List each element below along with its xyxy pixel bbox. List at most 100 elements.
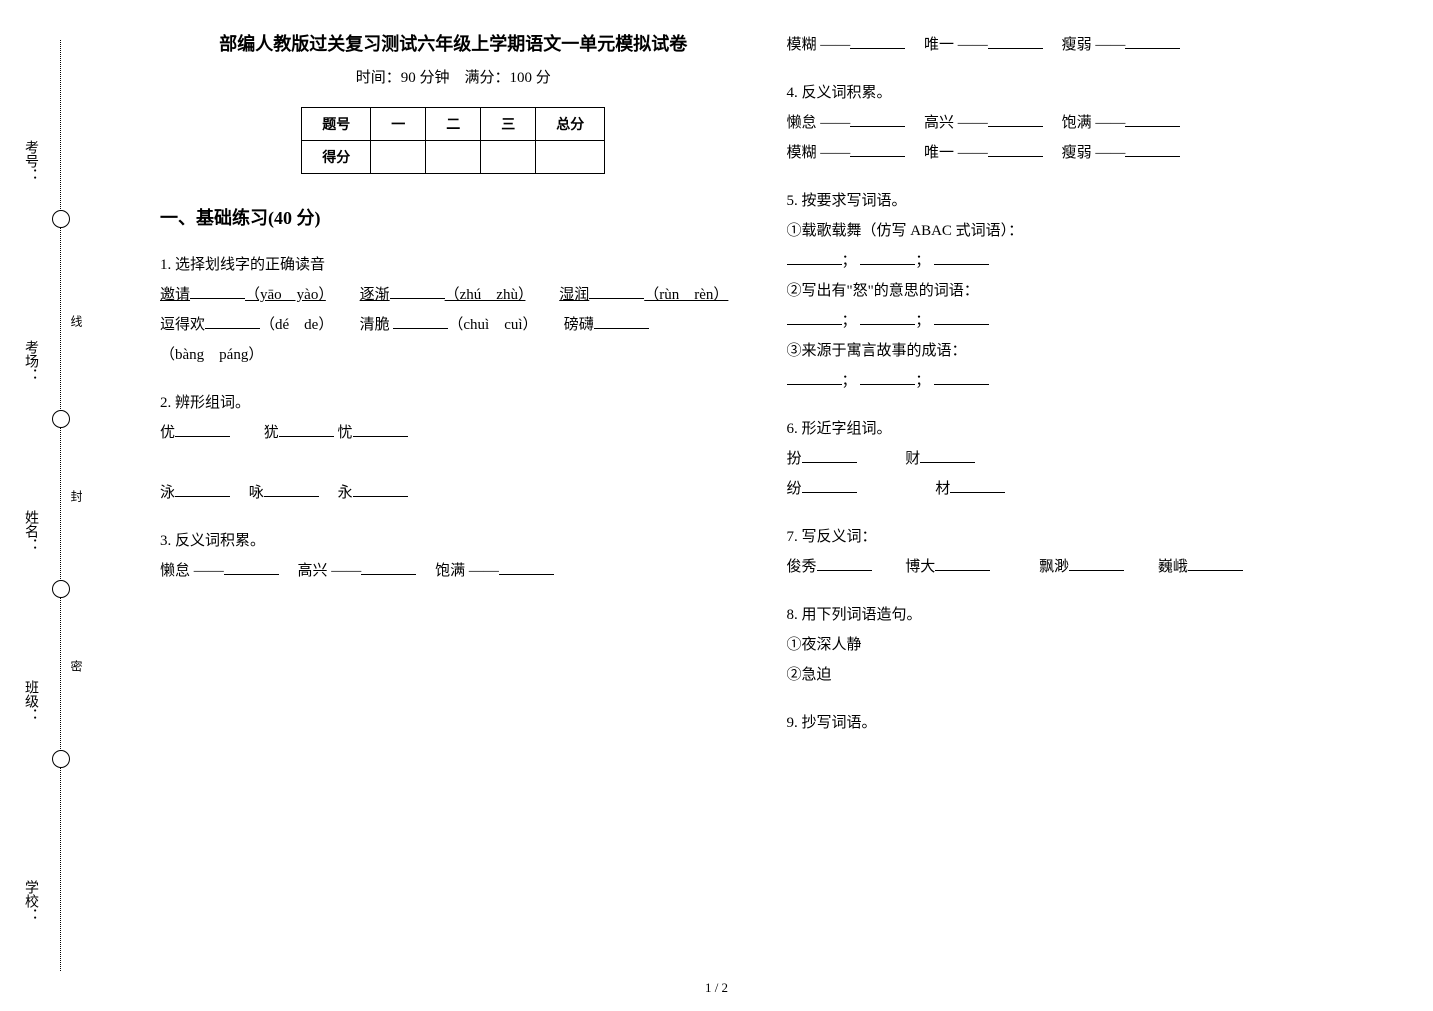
answer-blank bbox=[1125, 141, 1180, 157]
main-title: 部编人教版过关复习测试六年级上学期语文一单元模拟试卷 bbox=[160, 30, 747, 56]
q2: 2. 辨形组词。 优 犹 忧 泳 咏 永 bbox=[160, 388, 747, 508]
q2-char: 忧 bbox=[338, 425, 353, 441]
answer-blank bbox=[1188, 555, 1243, 571]
score-cell bbox=[371, 141, 426, 174]
q7: 7. 写反义词： 俊秀 博大 飘渺 巍峨 bbox=[787, 522, 1374, 582]
q3-title: 3. 反义词积累。 bbox=[160, 526, 747, 556]
binding-circle bbox=[52, 210, 70, 228]
q2-title: 2. 辨形组词。 bbox=[160, 388, 747, 418]
q1-line2: 逗得欢（dé de） 清脆 （chuì cuì） 磅礴（bàng páng） bbox=[160, 310, 747, 370]
binding-label-school: 学校： bbox=[20, 880, 40, 922]
page-container: 考号： 考场： 姓名： 班级： 学校： 线 封 密 部编人教版过关复习测试六年级… bbox=[0, 0, 1433, 1011]
score-table-col: 一 bbox=[371, 108, 426, 141]
score-cell bbox=[481, 141, 536, 174]
q1-pinyin: （chuì cuì） bbox=[448, 317, 530, 333]
q6: 6. 形近字组词。 扮 财 纷 材 bbox=[787, 414, 1374, 504]
q1-word: 清脆 bbox=[360, 317, 390, 333]
answer-blank bbox=[787, 309, 842, 325]
answer-blank bbox=[850, 141, 905, 157]
q3-pair: 模糊 —— bbox=[787, 37, 851, 53]
answer-blank bbox=[279, 421, 334, 437]
q5-title: 5. 按要求写词语。 bbox=[787, 186, 1374, 216]
binding-zone-feng: 封 bbox=[68, 490, 85, 502]
q6-row1: 扮 财 bbox=[787, 444, 1374, 474]
answer-blank bbox=[934, 249, 989, 265]
answer-blank bbox=[175, 481, 230, 497]
q7-word: 俊秀 bbox=[787, 559, 817, 575]
answer-blank bbox=[817, 555, 872, 571]
answer-blank bbox=[499, 559, 554, 575]
binding-zone-mi: 密 bbox=[68, 660, 85, 672]
answer-blank bbox=[935, 555, 990, 571]
answer-blank bbox=[934, 309, 989, 325]
q1-pinyin: （dé de） bbox=[260, 317, 326, 333]
q3-pair: 唯一 —— bbox=[924, 37, 988, 53]
answer-blank bbox=[988, 111, 1043, 127]
q5-sub2: ②写出有"怒"的意思的词语： bbox=[787, 276, 1374, 306]
binding-dotted-line bbox=[60, 40, 61, 971]
answer-blank bbox=[787, 369, 842, 385]
answer-blank bbox=[934, 369, 989, 385]
binding-label-room: 考场： bbox=[20, 340, 40, 382]
score-table-header-label: 题号 bbox=[302, 108, 371, 141]
q5: 5. 按要求写词语。 ①载歌载舞（仿写 ABAC 式词语）： ； ； ②写出有"… bbox=[787, 186, 1374, 396]
answer-blank bbox=[205, 313, 260, 329]
answer-blank bbox=[1069, 555, 1124, 571]
q1-word: 邀请 bbox=[160, 287, 190, 303]
q6-row2: 纷 材 bbox=[787, 474, 1374, 504]
q1-pinyin: （zhú zhù） bbox=[445, 287, 526, 303]
page-footer: 1 / 2 bbox=[705, 980, 728, 996]
answer-blank bbox=[860, 309, 915, 325]
answer-blank bbox=[361, 559, 416, 575]
answer-blank bbox=[802, 447, 857, 463]
q4-pair: 模糊 —— bbox=[787, 145, 851, 161]
binding-label-examno: 考号： bbox=[20, 140, 40, 182]
right-column: 模糊 —— 唯一 —— 瘦弱 —— 4. 反义词积累。 懒怠 —— 高兴 —— … bbox=[767, 30, 1394, 981]
answer-blank bbox=[950, 477, 1005, 493]
q4-pair: 瘦弱 —— bbox=[1062, 145, 1126, 161]
q6-char: 纷 bbox=[787, 481, 802, 497]
q1-word: 磅礴 bbox=[564, 317, 594, 333]
answer-blank bbox=[353, 421, 408, 437]
answer-blank bbox=[390, 283, 445, 299]
answer-blank bbox=[802, 477, 857, 493]
binding-circle bbox=[52, 410, 70, 428]
binding-margin: 考号： 考场： 姓名： 班级： 学校： 线 封 密 bbox=[0, 0, 120, 1011]
q4-pair: 饱满 —— bbox=[1062, 115, 1126, 131]
q1-pinyin: （yāo yào） bbox=[245, 287, 326, 303]
q2-char: 咏 bbox=[249, 485, 264, 501]
q2-char: 犹 bbox=[264, 425, 279, 441]
answer-blank bbox=[1125, 33, 1180, 49]
answer-blank bbox=[589, 283, 644, 299]
content-columns: 部编人教版过关复习测试六年级上学期语文一单元模拟试卷 时间：90 分钟 满分：1… bbox=[120, 0, 1433, 1011]
answer-blank bbox=[1125, 111, 1180, 127]
q1-word: 湿润 bbox=[559, 287, 589, 303]
q4-line1: 懒怠 —— 高兴 —— 饱满 —— bbox=[787, 108, 1374, 138]
q9-title: 9. 抄写词语。 bbox=[787, 708, 1374, 738]
answer-blank bbox=[988, 33, 1043, 49]
q7-word: 博大 bbox=[905, 559, 935, 575]
answer-blank bbox=[850, 111, 905, 127]
answer-blank bbox=[353, 481, 408, 497]
q4-line2: 模糊 —— 唯一 —— 瘦弱 —— bbox=[787, 138, 1374, 168]
q5-sub3: ③来源于寓言故事的成语： bbox=[787, 336, 1374, 366]
q4-title: 4. 反义词积累。 bbox=[787, 78, 1374, 108]
score-cell bbox=[426, 141, 481, 174]
subtitle: 时间：90 分钟 满分：100 分 bbox=[160, 66, 747, 87]
q6-title: 6. 形近字组词。 bbox=[787, 414, 1374, 444]
q2-char: 优 bbox=[160, 425, 175, 441]
binding-zone-xian: 线 bbox=[68, 315, 85, 327]
q6-char: 材 bbox=[935, 481, 950, 497]
q6-char: 扮 bbox=[787, 451, 802, 467]
q8-sub1: ①夜深人静 bbox=[787, 630, 1374, 660]
answer-blank bbox=[175, 421, 230, 437]
q1-title: 1. 选择划线字的正确读音 bbox=[160, 250, 747, 280]
q4: 4. 反义词积累。 懒怠 —— 高兴 —— 饱满 —— 模糊 —— 唯一 —— … bbox=[787, 78, 1374, 168]
q5-blanks: ； ； bbox=[787, 306, 1374, 336]
q4-pair: 唯一 —— bbox=[924, 145, 988, 161]
q1-word: 逗得欢 bbox=[160, 317, 205, 333]
q4-pair: 懒怠 —— bbox=[787, 115, 851, 131]
answer-blank bbox=[787, 249, 842, 265]
score-table-col: 总分 bbox=[536, 108, 605, 141]
score-table-col: 二 bbox=[426, 108, 481, 141]
